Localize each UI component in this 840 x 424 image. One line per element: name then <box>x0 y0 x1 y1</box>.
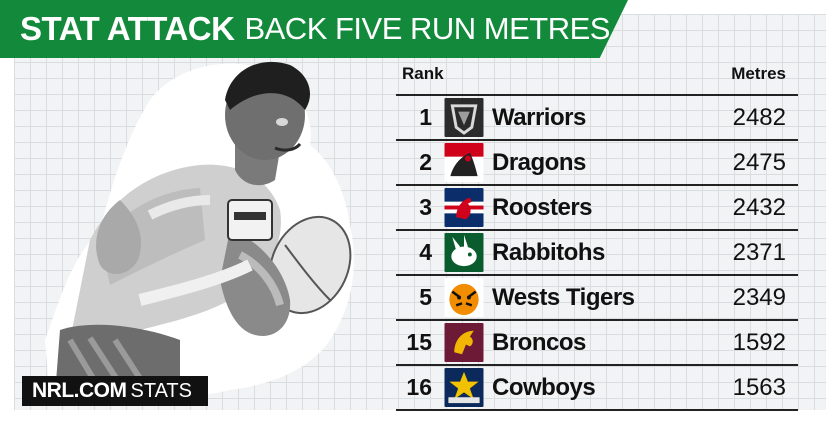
rank-header: Rank <box>402 64 444 83</box>
wests-tigers-logo-icon <box>444 278 484 317</box>
table-row: 3 Roosters 2432 <box>396 186 798 231</box>
brand-sub: STATS <box>130 379 192 402</box>
team-name: Dragons <box>492 149 586 176</box>
team-name: Warriors <box>492 104 586 131</box>
roosters-logo-icon <box>444 188 484 227</box>
team-name: Cowboys <box>492 374 596 401</box>
title: STAT ATTACK BACK FIVE RUN METRES <box>20 8 610 50</box>
metres-value: 2371 <box>732 239 786 266</box>
title-light: BACK FIVE RUN METRES <box>244 11 610 46</box>
nrl-stats-brand: NRL.COM STATS <box>22 376 208 406</box>
team-name: Rabbitohs <box>492 239 605 266</box>
dragons-logo-icon <box>444 143 484 182</box>
rank-value: 1 <box>419 104 432 130</box>
table-row: 1 Warriors 2482 <box>396 96 798 141</box>
rabbitohs-logo-icon <box>444 233 484 272</box>
rank-value: 15 <box>406 329 432 355</box>
metres-value: 1563 <box>732 374 786 401</box>
metres-value: 2349 <box>732 284 786 311</box>
team-name: Broncos <box>492 329 586 356</box>
title-strong: STAT ATTACK <box>20 10 235 47</box>
team-name: Wests Tigers <box>492 284 635 311</box>
metres-value: 2432 <box>732 194 786 221</box>
table-row: 15 Broncos 1592 <box>396 321 798 366</box>
metres-value: 2482 <box>732 104 786 131</box>
broncos-logo-icon <box>444 323 484 362</box>
stats-table: Rank Metres 1 Warriors 2482 2 Dragons 24… <box>396 58 798 411</box>
rank-value: 16 <box>406 374 432 400</box>
player-photo <box>45 61 354 401</box>
table-row: 5 Wests Tigers 2349 <box>396 276 798 321</box>
table-row: 2 Dragons 2475 <box>396 141 798 186</box>
table-row: 4 Rabbitohs 2371 <box>396 231 798 276</box>
table-header: Rank Metres <box>396 58 798 96</box>
metres-header: Metres <box>731 64 786 83</box>
rank-value: 5 <box>419 284 432 310</box>
table-row: 16 Cowboys 1563 <box>396 366 798 411</box>
team-name: Roosters <box>492 194 593 221</box>
title-banner <box>0 0 628 58</box>
warriors-logo-icon <box>444 98 484 137</box>
rank-value: 4 <box>419 239 432 265</box>
metres-value: 1592 <box>732 329 786 356</box>
brand-main: NRL.COM <box>32 379 127 402</box>
rank-value: 3 <box>419 194 432 220</box>
cowboys-logo-icon <box>444 368 484 407</box>
metres-value: 2475 <box>732 149 786 176</box>
rank-value: 2 <box>419 149 432 175</box>
